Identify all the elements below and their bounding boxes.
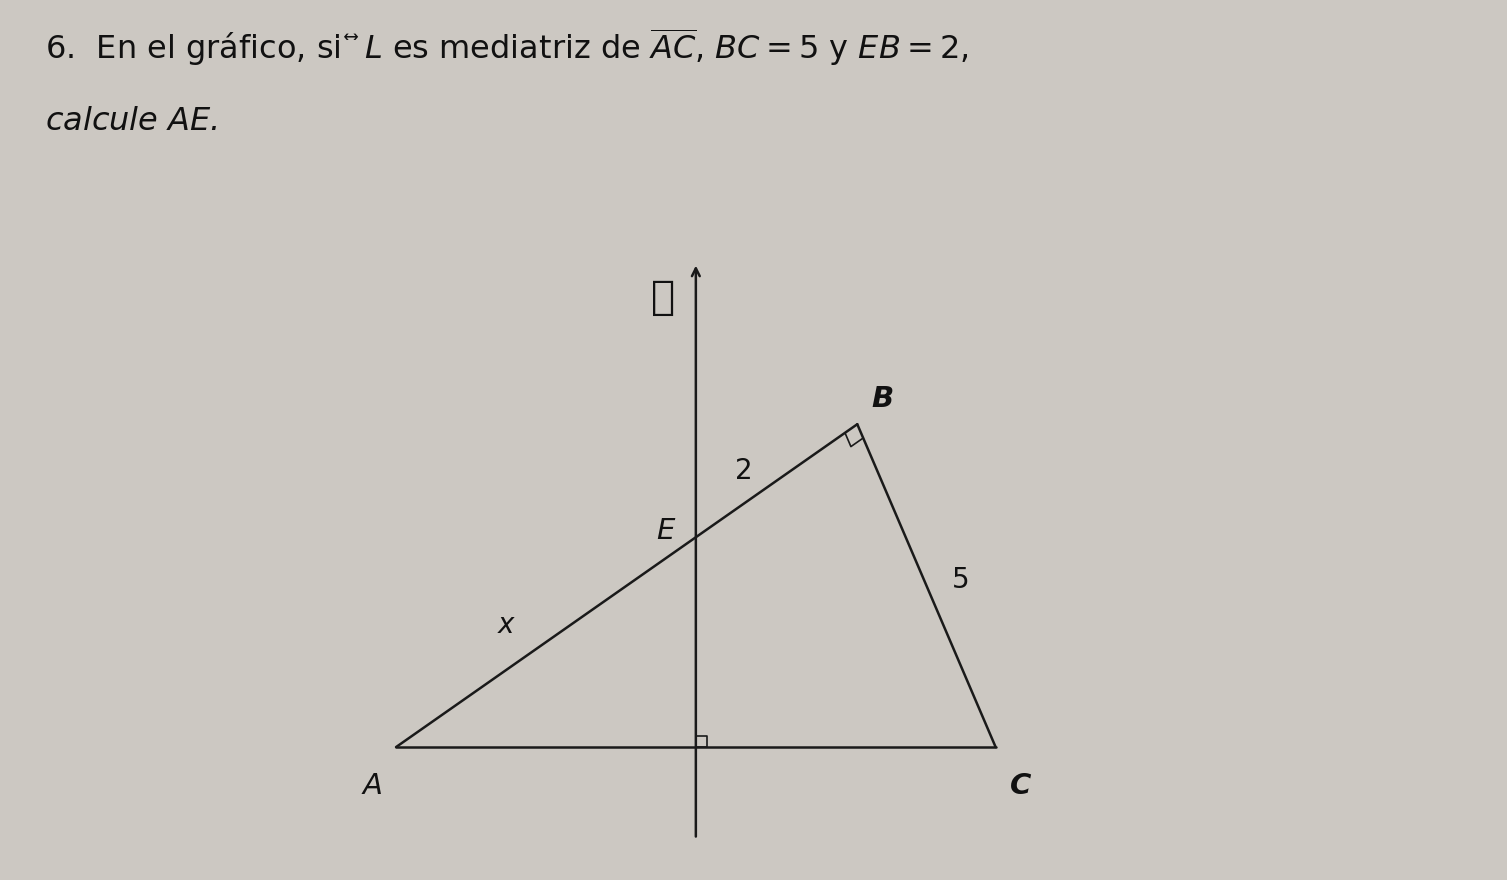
- Text: A: A: [362, 773, 383, 801]
- Text: calcule $AE$.: calcule $AE$.: [45, 106, 219, 136]
- Text: ℒ: ℒ: [651, 280, 675, 317]
- Text: 2: 2: [735, 458, 754, 486]
- Text: 6.  En el gráfico, si $\overleftrightarrow{L}$ es mediatriz de $\overline{AC}$, : 6. En el gráfico, si $\overleftrightarro…: [45, 26, 969, 69]
- Text: C: C: [1010, 773, 1031, 801]
- Text: E: E: [657, 517, 675, 546]
- Text: B: B: [871, 385, 894, 413]
- Text: x: x: [497, 611, 514, 639]
- Text: 5: 5: [952, 566, 969, 594]
